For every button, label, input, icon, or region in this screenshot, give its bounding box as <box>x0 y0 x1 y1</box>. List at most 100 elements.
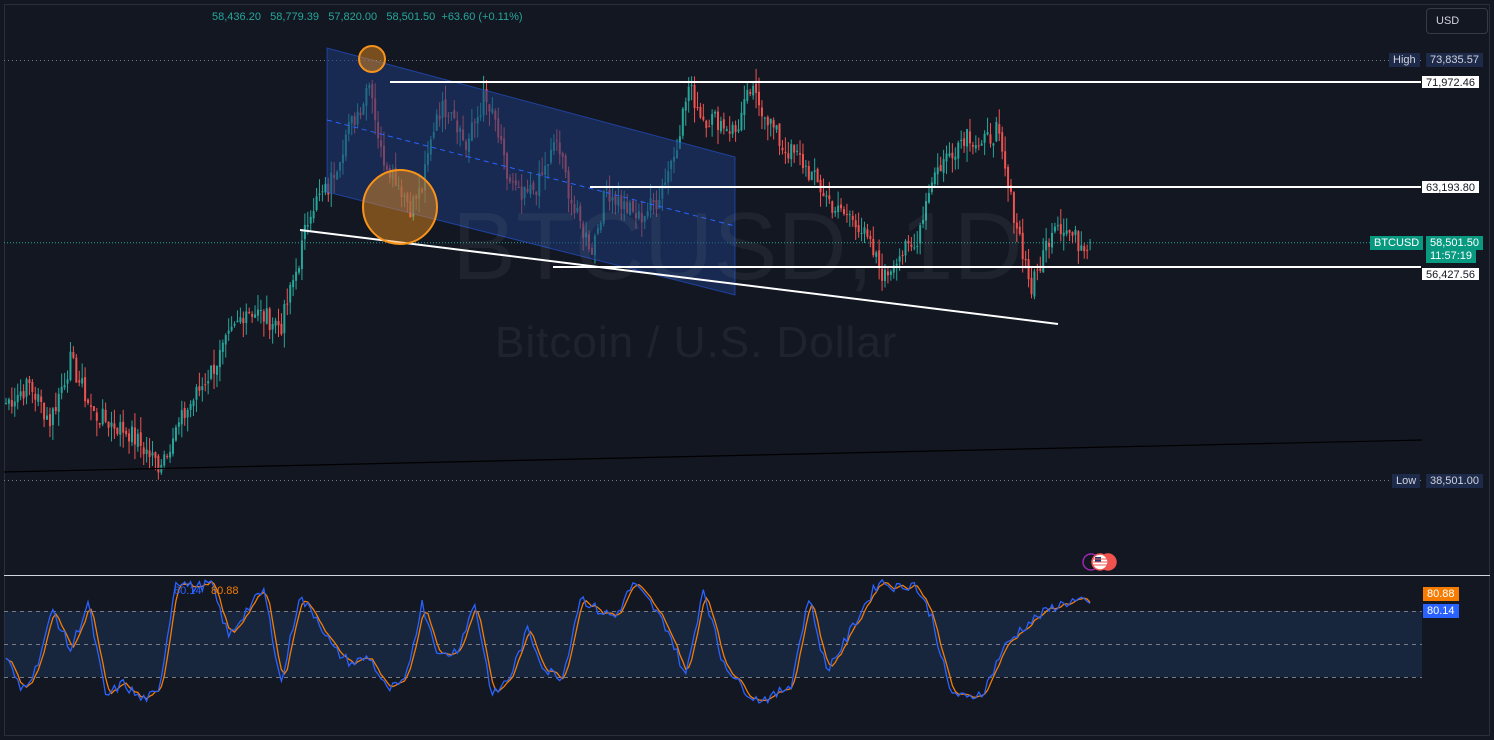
stochastic-pane[interactable] <box>4 578 1422 705</box>
candle-body <box>781 147 784 151</box>
candle-body <box>69 351 72 381</box>
candle-body <box>796 150 799 152</box>
candle-body <box>113 423 116 429</box>
candle-body <box>116 427 119 434</box>
candle-body <box>854 220 857 228</box>
symbol-tag: BTCUSD <box>1370 236 1424 250</box>
candle-body <box>1021 232 1024 260</box>
candle-body <box>957 142 960 159</box>
candle-body <box>878 250 881 268</box>
candle-body <box>699 106 702 118</box>
candle-body <box>939 165 942 172</box>
candle-body <box>1042 250 1045 273</box>
last-price-tag: 58,501.50 <box>1426 236 1483 250</box>
candle-body <box>763 117 766 119</box>
ohlc-high: 58,779.39 <box>270 11 320 23</box>
candle-body <box>1089 242 1092 244</box>
candle-body <box>37 394 40 402</box>
candle-body <box>295 271 298 281</box>
candle-body <box>245 311 248 323</box>
long-trendline <box>3 439 1423 473</box>
candle-body <box>866 229 869 237</box>
candle-body <box>110 422 113 427</box>
candle-body <box>139 432 142 446</box>
candle-body <box>309 216 312 224</box>
candle-body <box>122 421 125 433</box>
candle-body <box>207 381 210 384</box>
candle-body <box>889 271 892 275</box>
candle-body <box>60 386 63 393</box>
candle-body <box>1086 249 1089 251</box>
drawings-layer <box>3 45 1423 473</box>
candle-body <box>271 324 274 330</box>
candle-body <box>799 153 802 155</box>
candle-body <box>746 89 749 101</box>
candle-body <box>210 365 213 379</box>
candle-body <box>107 421 110 428</box>
candle-body <box>239 317 242 323</box>
candle-body <box>136 433 139 447</box>
candle-body <box>860 233 863 235</box>
candle-body <box>848 214 851 216</box>
candle-body <box>277 321 280 326</box>
candle-body <box>148 450 151 458</box>
candle-body <box>775 125 778 130</box>
candle-body <box>892 265 895 273</box>
candle-body <box>54 406 57 411</box>
candle-body <box>869 236 872 240</box>
candle-body <box>221 342 224 353</box>
candle-body <box>72 352 75 358</box>
candle-body <box>298 268 300 273</box>
candle-body <box>265 308 268 324</box>
candle-body <box>752 85 755 96</box>
candle-body <box>980 143 983 146</box>
candle-body <box>180 410 183 425</box>
candle-body <box>1077 231 1080 252</box>
stoch-k-tag: 80.14 <box>1423 604 1459 618</box>
candle-body <box>119 422 122 435</box>
candle-body <box>204 384 207 386</box>
currency-selector[interactable]: USD <box>1426 8 1488 34</box>
candle-body <box>760 107 763 117</box>
candle-body <box>922 219 925 224</box>
candle-body <box>857 225 860 233</box>
candle-body <box>872 238 875 256</box>
ohlc-open: 58,436.20 <box>212 11 261 23</box>
candle-body <box>172 438 175 454</box>
candle-body <box>1053 226 1056 232</box>
candle-body <box>324 183 327 193</box>
candle-body <box>863 227 866 234</box>
descending-channel <box>326 47 736 296</box>
candle-body <box>881 268 884 281</box>
candle-body <box>128 433 131 442</box>
candle-body <box>224 335 227 345</box>
candle-body <box>884 269 886 281</box>
candle-body <box>280 323 283 335</box>
candle-body <box>48 414 51 427</box>
candle-body <box>1080 245 1083 251</box>
candle-body <box>286 303 289 305</box>
candle-body <box>289 284 292 303</box>
candle-body <box>251 314 254 317</box>
candle-body <box>714 111 717 114</box>
stoch-d-tag: 80.88 <box>1423 587 1459 601</box>
candle-body <box>983 133 986 143</box>
candle-body <box>842 209 845 214</box>
candle-body <box>215 366 218 375</box>
candle-body <box>1027 259 1030 280</box>
candle-body <box>1062 232 1065 236</box>
candle-body <box>787 153 790 159</box>
ohlc-legend: 58,436.20 58,779.39 57,820.00 58,501.50 … <box>212 11 523 23</box>
candle-body <box>954 156 957 160</box>
candle-body <box>1059 224 1062 234</box>
candle-body <box>772 120 775 128</box>
candle-body <box>945 153 948 162</box>
candle-body <box>828 195 831 200</box>
candle-body <box>825 195 828 197</box>
candle-body <box>303 224 306 240</box>
low-label: Low <box>1392 474 1421 488</box>
candle-body <box>925 201 928 221</box>
candle-body <box>725 129 728 131</box>
